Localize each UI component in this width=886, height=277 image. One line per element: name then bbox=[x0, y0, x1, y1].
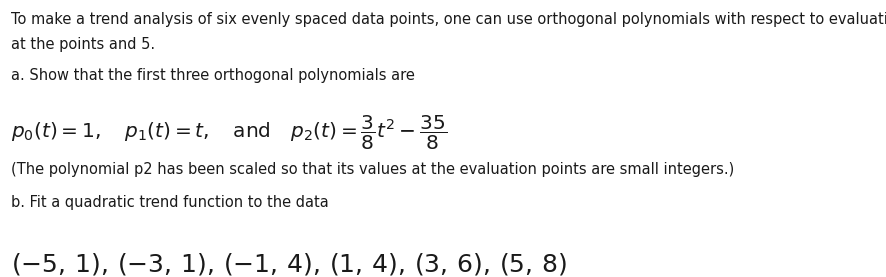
Text: a. Show that the first three orthogonal polynomials are: a. Show that the first three orthogonal … bbox=[11, 68, 415, 83]
Text: at the points and 5.: at the points and 5. bbox=[11, 37, 155, 52]
Text: To make a trend analysis of six evenly spaced data points, one can use orthogona: To make a trend analysis of six evenly s… bbox=[11, 12, 886, 27]
Text: $(-5,\,1),\,(-3,\,1),\,(-1,\,4),\,(1,\,4),\,(3,\,6),\,(5,\,8)$: $(-5,\,1),\,(-3,\,1),\,(-1,\,4),\,(1,\,4… bbox=[11, 251, 567, 277]
Text: (The polynomial p2 has been scaled so that its values at the evaluation points a: (The polynomial p2 has been scaled so th… bbox=[11, 162, 734, 177]
Text: $p_0(t) = 1, \quad p_1(t) = t, \quad \mathrm{and} \quad p_2(t) = \dfrac{3}{8}t^2: $p_0(t) = 1, \quad p_1(t) = t, \quad \ma… bbox=[11, 114, 447, 152]
Text: b. Fit a quadratic trend function to the data: b. Fit a quadratic trend function to the… bbox=[11, 195, 329, 210]
